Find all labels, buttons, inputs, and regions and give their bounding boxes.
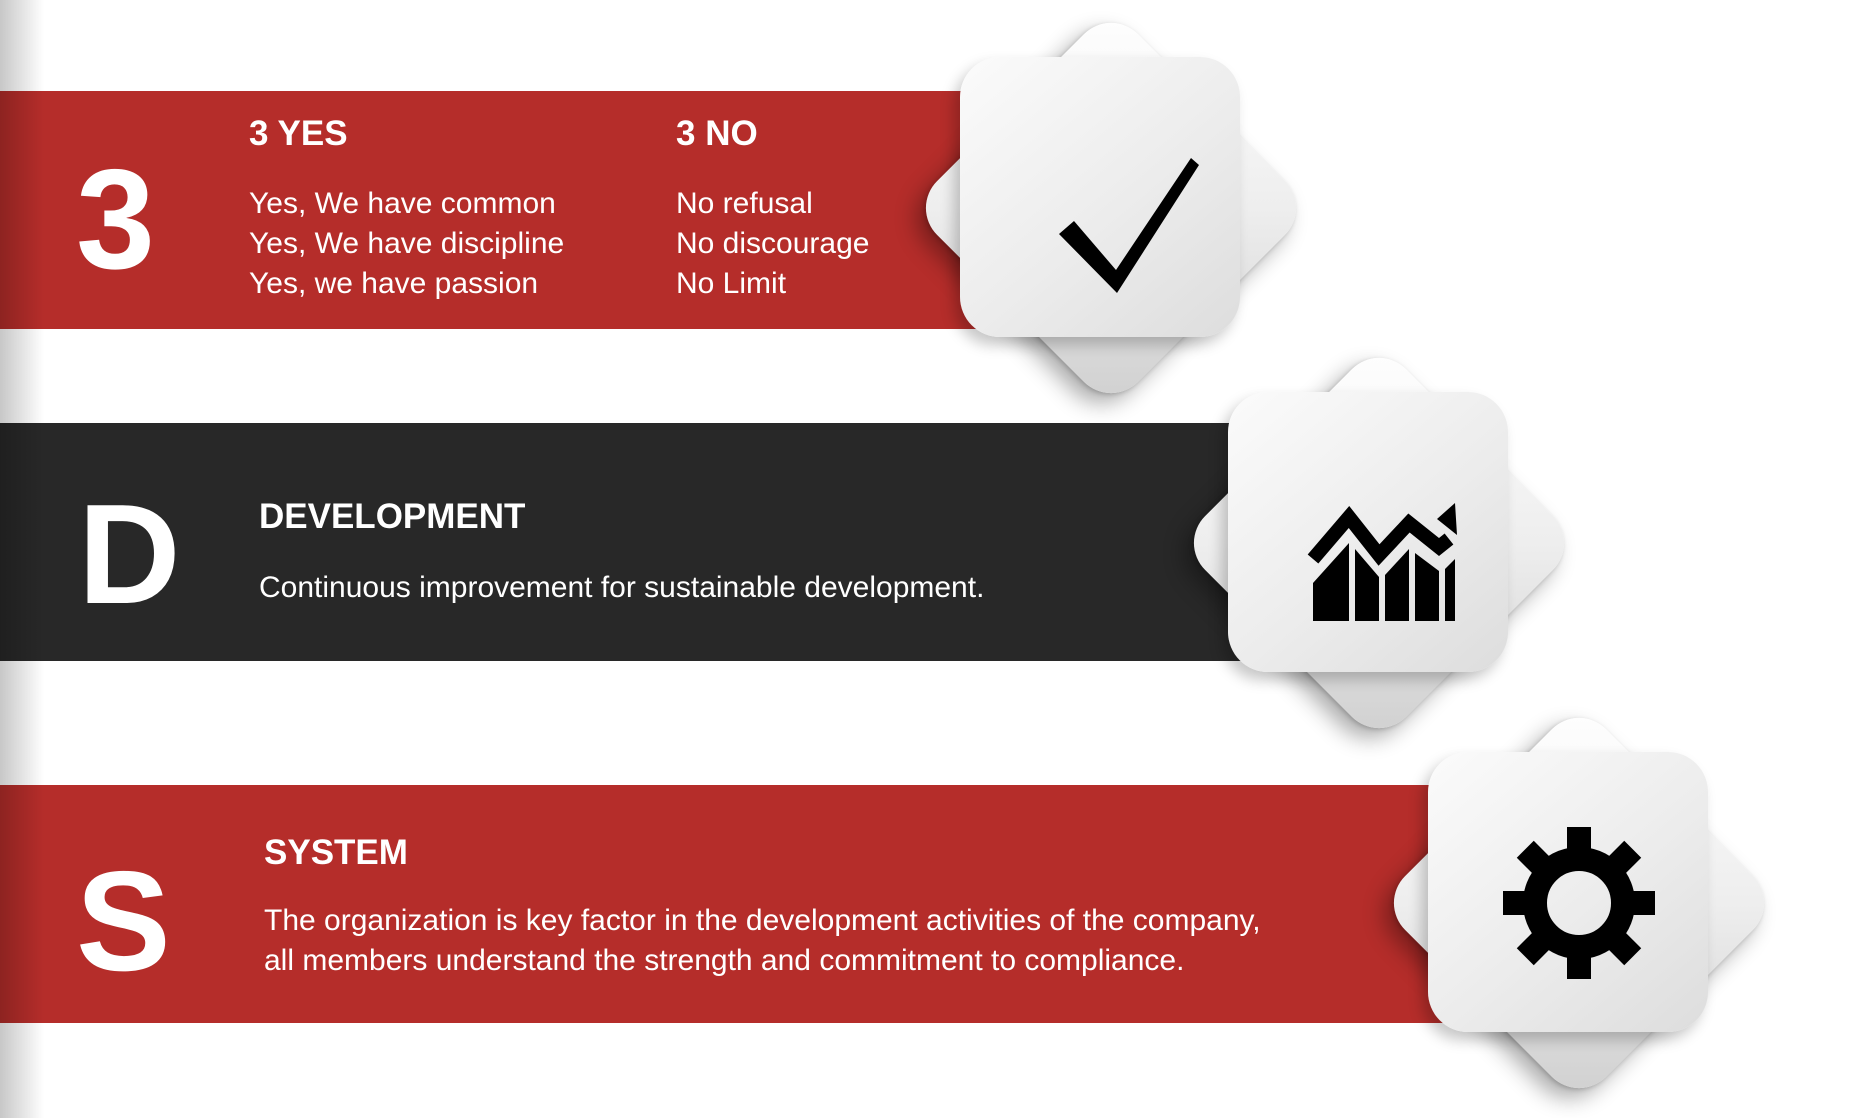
checkmark-icon (1059, 158, 1199, 293)
yes-item: Yes, We have common (249, 187, 556, 220)
gear-badge (1376, 700, 1782, 1106)
development-description: Continuous improvement for sustainable d… (259, 571, 985, 604)
growth-chart-badge (1176, 340, 1582, 746)
no-item: No Limit (676, 267, 787, 300)
badge-inner-tile (960, 57, 1240, 337)
no-item: No refusal (676, 187, 813, 220)
growth-chart-icon (1307, 503, 1457, 621)
band-system: S SYSTEM The organization is key factor … (0, 785, 1490, 1023)
development-heading: DEVELOPMENT (259, 497, 526, 536)
yes-heading: 3 YES (249, 114, 348, 153)
system-description-line: The organization is key factor in the de… (264, 904, 1261, 937)
system-heading: SYSTEM (264, 833, 408, 872)
no-item: No discourage (676, 227, 870, 260)
system-description-line: all members understand the strength and … (264, 944, 1185, 977)
band-3-yes-no: 3 3 YES Yes, We have common Yes, We have… (0, 91, 1030, 329)
gear-icon (1503, 827, 1655, 979)
yes-list: Yes, We have common Yes, We have discipl… (249, 184, 564, 304)
no-heading: 3 NO (676, 114, 758, 153)
yes-item: Yes, We have discipline (249, 227, 565, 260)
system-description: The organization is key factor in the de… (264, 901, 1261, 981)
no-list: No refusal No discourage No Limit (676, 184, 869, 304)
yes-item: Yes, we have passion (249, 267, 539, 300)
band-development: D DEVELOPMENT Continuous improvement for… (0, 423, 1290, 661)
row-letter-3: 3 (76, 140, 155, 299)
row-letter-d: D (78, 475, 181, 634)
checkmark-badge (908, 5, 1314, 411)
badge-inner-tile (1428, 752, 1708, 1032)
row-letter-s: S (76, 842, 171, 1001)
